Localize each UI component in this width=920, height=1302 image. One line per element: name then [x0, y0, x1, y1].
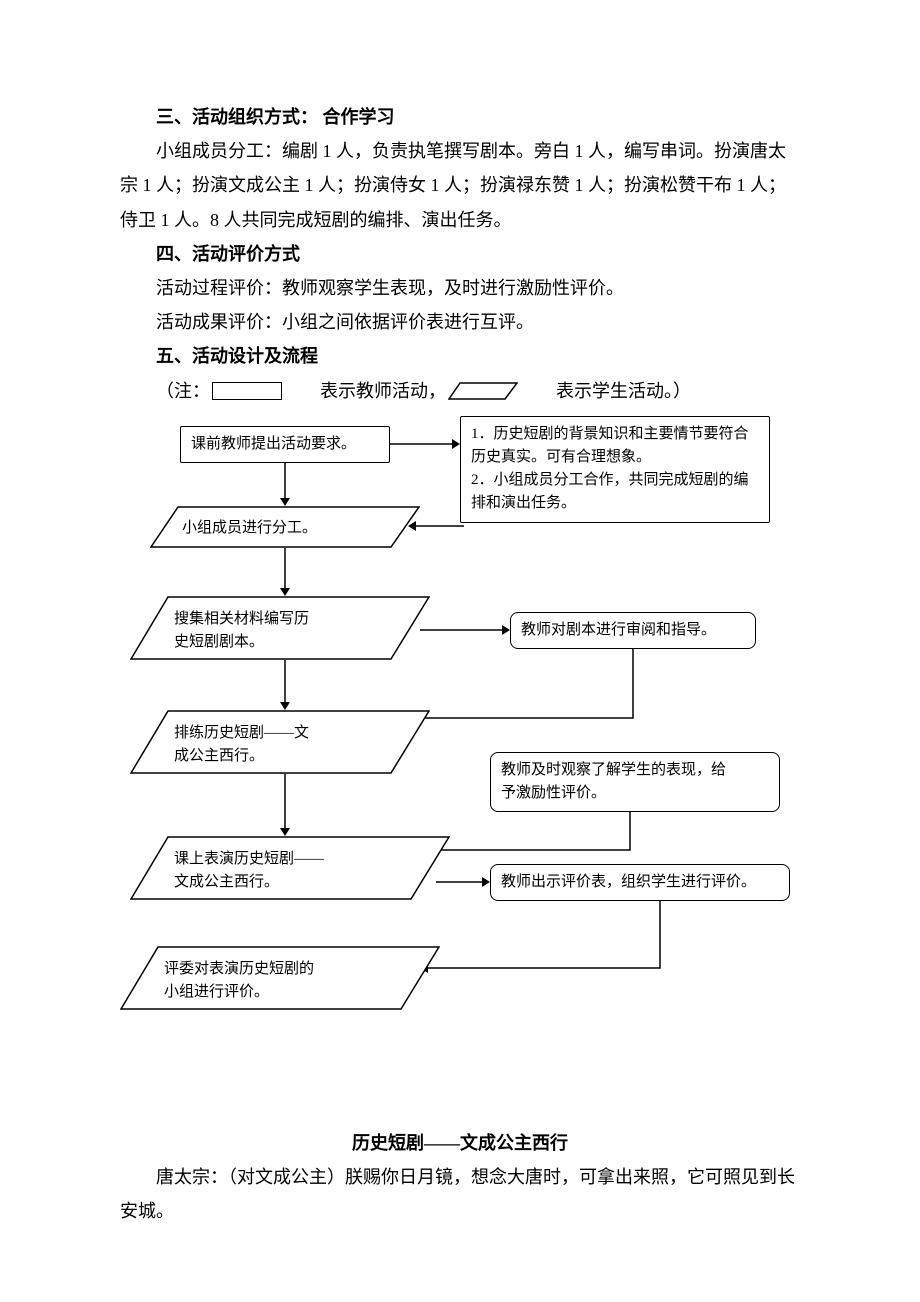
- flow-student-divide: 小组成员进行分工。: [150, 506, 420, 548]
- flow-student-perform-l2: 文成公主西行。: [174, 874, 279, 890]
- flow-student-judge-l2: 小组进行评价。: [164, 984, 269, 1000]
- arrow-down-4: [275, 774, 295, 836]
- flow-teacher-observe: 教师及时观察了解学生的表现，给 予激励性评价。: [490, 752, 780, 813]
- flow-req-detail-1: 1．历史短剧的背景知识和主要情节要符合历史真实。可有合理想象。: [471, 426, 749, 465]
- arrow-req-to-detail: [390, 434, 460, 454]
- arrow-observe-to-perform: [420, 812, 640, 862]
- drama-line-1: 唐太宗：（对文成公主）朕赐你日月镜，想念大唐时，可拿出来照，它可照见到长安城。: [120, 1160, 800, 1228]
- arrow-review-to-rehearse: [408, 648, 648, 728]
- flow-teacher-eval: 教师出示评价表，组织学生进行评价。: [490, 864, 790, 901]
- legend-rectangle-icon: [212, 382, 282, 400]
- drama-title: 历史短剧——文成公主西行: [120, 1126, 800, 1160]
- flow-student-rehearse: 排练历史短剧——文 成公主西行。: [130, 710, 430, 774]
- legend-prefix: （注：: [120, 374, 210, 408]
- section-4-line-1: 活动过程评价：教师观察学生表现，及时进行激励性评价。: [120, 271, 800, 305]
- arrow-down-3: [275, 660, 295, 710]
- section-3-body: 小组成员分工：编剧 1 人，负责执笔撰写剧本。旁白 1 人，编写串词。扮演唐太宗…: [120, 134, 800, 237]
- flow-student-judge-l1: 评委对表演历史短剧的: [164, 961, 314, 977]
- arrow-down-2: [275, 548, 295, 596]
- section-4-line-2: 活动成果评价：小组之间依据评价表进行互评。: [120, 305, 800, 339]
- flow-student-collect: 搜集相关材料编写历 史短剧剧本。: [130, 596, 430, 660]
- flow-teacher-requirement: 课前教师提出活动要求。: [180, 426, 390, 463]
- flow-teacher-review: 教师对剧本进行审阅和指导。: [510, 612, 756, 649]
- section-5-heading: 五、活动设计及流程: [120, 339, 800, 373]
- legend-mid-1: 表示教师活动，: [284, 374, 446, 408]
- legend-parallelogram-icon: [448, 382, 518, 400]
- flow-teacher-observe-l2: 予激励性评价。: [501, 785, 606, 801]
- flow-student-collect-l2: 史短剧剧本。: [174, 634, 264, 650]
- arrow-collect-to-review: [420, 620, 510, 640]
- section-4-heading: 四、活动评价方式: [120, 237, 800, 271]
- flow-student-collect-l1: 搜集相关材料编写历: [174, 611, 309, 627]
- flow-student-perform: 课上表演历史短剧—— 文成公主西行。: [130, 836, 450, 900]
- flow-req-detail-2: 2．小组成员分工合作，共同完成短剧的编排和演出任务。: [471, 472, 749, 511]
- flow-student-judge: 评委对表演历史短剧的 小组进行评价。: [120, 946, 440, 1010]
- legend-mid-2: 表示学生活动。）: [520, 374, 691, 408]
- section-3-heading: 三、活动组织方式： 合作学习: [120, 100, 800, 134]
- flow-student-rehearse-l1: 排练历史短剧——文: [174, 725, 309, 741]
- arrow-down-1: [275, 462, 295, 506]
- flow-student-perform-l1: 课上表演历史短剧——: [174, 851, 324, 867]
- arrow-eval-to-judge: [420, 900, 670, 980]
- legend-line: （注： 表示教师活动， 表示学生活动。）: [120, 374, 800, 408]
- flow-student-rehearse-l2: 成公主西行。: [174, 748, 264, 764]
- flow-requirement-detail: 1．历史短剧的背景知识和主要情节要符合历史真实。可有合理想象。 2．小组成员分工…: [460, 416, 770, 523]
- flow-student-divide-text: 小组成员进行分工。: [182, 520, 317, 536]
- flow-teacher-observe-l1: 教师及时观察了解学生的表现，给: [501, 762, 726, 778]
- flowchart: 课前教师提出活动要求。 1．历史短剧的背景知识和主要情节要符合历史真实。可有合理…: [120, 416, 800, 1106]
